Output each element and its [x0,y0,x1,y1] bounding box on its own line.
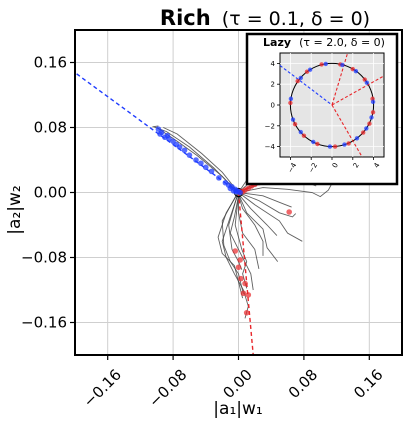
inset-blue-point [364,126,369,131]
blue-point [208,168,215,175]
inset-blue-point [353,69,359,74]
blue-point [198,160,204,167]
trajectory-line [238,195,260,269]
trajectory-line [228,193,243,270]
blue-point [216,175,222,181]
red-point [286,209,292,215]
inset-red-point [362,77,367,82]
inset-red-dashed-line [331,52,349,106]
inset-x-tick-label: 4 [372,161,381,169]
main-title-bold: Rich [160,6,211,30]
trajectory-line [151,125,239,194]
inset-blue-point [288,96,294,101]
x-tick-label: −0.08 [145,366,190,411]
inset-blue-point [327,144,333,149]
inset-blue-point [369,115,374,120]
x-tick-label: 0.16 [350,366,386,402]
inset-red-point [350,66,355,72]
y-tick-label: 0.08 [34,119,67,137]
inset-blue-point [323,61,328,67]
inset-title-params: (τ = 2.0, δ = 0) [299,36,385,49]
inset-blue-point [298,75,303,81]
blue-point [166,136,172,142]
blue-point [237,189,243,196]
inset-red-point [304,69,310,74]
inset-blue-point [290,117,296,122]
inset-x-tick-label: 0 [331,161,340,169]
blue-point [203,164,209,171]
trajectory-line [221,194,249,319]
red-point [237,257,243,263]
inset-red-point [295,78,300,84]
inset-red-point [370,110,376,115]
trajectory-line [238,194,264,256]
trajectory-line [229,195,254,291]
inset-red-point [367,121,372,126]
trajectory-line [238,174,337,198]
red-point [238,275,244,282]
inset-blue-point [311,139,316,145]
y-tick-label: 0.00 [34,184,67,202]
inset-y-tick-label: −2 [265,122,275,130]
x-tick-label: 0.00 [219,366,255,402]
inset-title-bold: Lazy [263,36,291,49]
inset-red-point [301,133,307,138]
inset-red-point [288,100,293,106]
inset-blue-point [354,136,360,141]
blue-point [193,157,199,163]
inset-x-tick-label: 2 [352,161,361,169]
blue-point [157,131,163,137]
inset-y-tick-label: 2 [271,81,275,89]
red-dashed-line [237,192,254,356]
red-point [243,309,250,316]
inset-blue-dashed-line [279,65,333,106]
trajectory-line [238,192,292,208]
inset-blue-point [340,62,345,68]
trajectory-line [238,192,297,218]
inset-blue-point [307,67,313,72]
inset-red-point [346,141,351,146]
inset-y-tick-label: 0 [271,102,275,110]
blue-point [181,147,188,154]
red-point [240,290,247,297]
inset-blue-point [370,99,376,105]
inset-red-point [292,122,298,127]
x-tick-label: −0.16 [80,366,125,411]
inset-red-point [315,141,320,147]
blue-point [176,144,183,150]
inset-y-tick-label: −4 [265,143,276,151]
main-title: Rich (τ = 0.1, δ = 0) [160,6,370,30]
plot-frame [74,29,403,356]
inset-red-point [319,62,324,67]
trajectory-line [238,193,278,236]
red-point [232,248,239,254]
y-tick-label: −0.08 [21,249,67,267]
inset-blue-point [298,129,303,135]
trajectory-line [238,193,279,262]
x-tick-label: 0.08 [285,366,321,402]
inset-red-dashed-line [331,104,363,158]
blue-point [186,152,193,158]
trajectory-line [238,192,303,242]
main-title-params: (τ = 0.1, δ = 0) [222,8,370,30]
red-point [235,264,242,271]
inset-red-point [361,130,366,135]
y-axis-title: |a₂|w₂ [5,185,25,234]
y-tick-label: 0.16 [34,54,67,72]
trajectory-line [163,127,239,193]
inset-red-point [332,144,338,149]
red-point [242,280,248,287]
inset-blue-point [364,80,370,85]
red-point [245,292,252,298]
inset-title: Lazy (τ = 2.0, δ = 0) [263,31,385,50]
inset-blue-point [342,142,347,147]
inset-y-tick-label: 4 [271,60,276,68]
y-tick-label: −0.16 [21,314,67,332]
x-axis-title: |a₁|w₁ [213,399,262,419]
